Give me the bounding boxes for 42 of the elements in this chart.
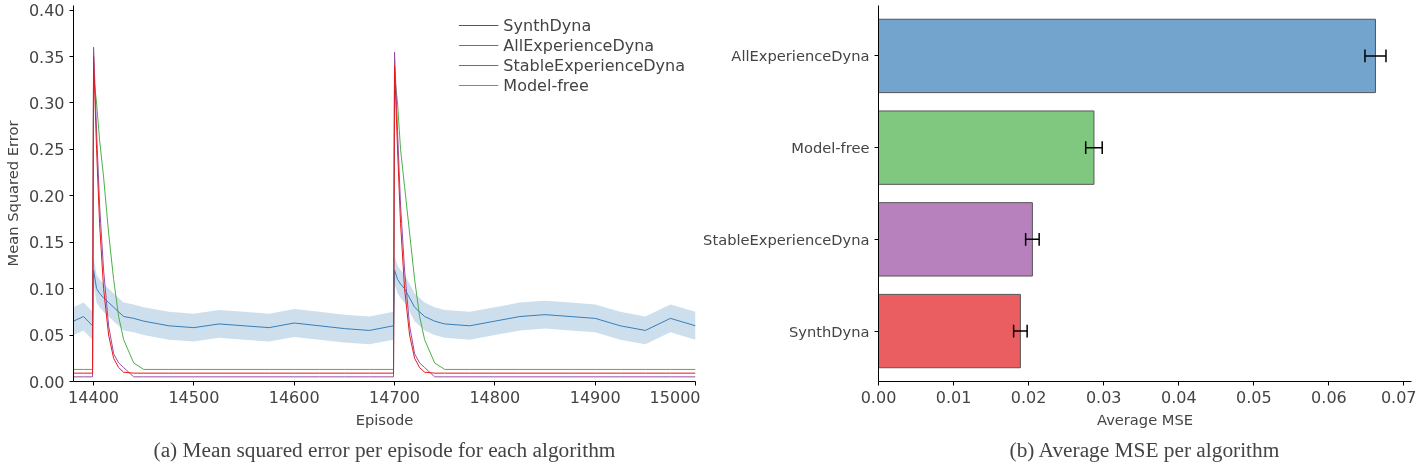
bar (878, 202, 1033, 277)
y-tick-label: Model-free (791, 139, 870, 157)
y-tick-label: 0.10 (28, 279, 65, 299)
legend-label: SynthDyna (503, 15, 592, 35)
x-tick-label: 0.00 (860, 387, 897, 407)
legend-label: Model-free (503, 75, 589, 95)
y-tick-label: 0.00 (28, 372, 65, 392)
x-tick-label: 14500 (168, 387, 220, 407)
y-axis-title: Mean Squared Error (3, 119, 21, 267)
x-tick-label: 0.06 (1311, 387, 1347, 407)
x-axis-title: Episode (355, 410, 414, 428)
bar (878, 18, 1376, 94)
y-tick-label: 0.25 (28, 140, 65, 160)
x-tick-label: 14400 (68, 387, 120, 407)
y-tick-label: SynthDyna (788, 322, 870, 340)
x-tick-label: 0.05 (1236, 387, 1272, 407)
x-tick-label: 0.01 (935, 387, 972, 407)
x-axis-title: Average MSE (1096, 410, 1194, 428)
x-tick-label: 14900 (569, 387, 621, 407)
x-tick-label: 0.03 (1085, 387, 1122, 407)
y-tick-label: 0.30 (28, 93, 65, 113)
text: (a) Mean squared error per episode for each algorithm (153, 437, 616, 462)
x-tick-label: 14800 (469, 387, 521, 407)
bar (878, 293, 1021, 369)
y-tick-label: 0.35 (28, 47, 65, 67)
y-tick-label: StableExperienceDyna (703, 230, 870, 248)
y-tick-label: AllExperienceDyna (731, 47, 870, 65)
x-tick-label: 0.07 (1380, 387, 1416, 407)
x-tick-label: 0.02 (1010, 387, 1047, 407)
y-tick-label: 0.15 (28, 233, 65, 253)
y-tick-label: 0.40 (28, 1, 65, 21)
legend-label: StableExperienceDyna (503, 55, 685, 75)
y-tick-label: 0.20 (28, 186, 65, 206)
x-tick-label: 15000 (649, 387, 701, 407)
x-tick-label: 14600 (268, 387, 320, 407)
x-tick-label: 0.04 (1160, 387, 1197, 407)
line-series (73, 269, 696, 331)
bar (878, 110, 1095, 185)
text: (b) Average MSE per algorithm (1009, 437, 1280, 462)
legend-label: AllExperienceDyna (503, 35, 655, 55)
y-tick-label: 0.05 (28, 326, 65, 346)
x-tick-label: 14700 (369, 387, 420, 407)
